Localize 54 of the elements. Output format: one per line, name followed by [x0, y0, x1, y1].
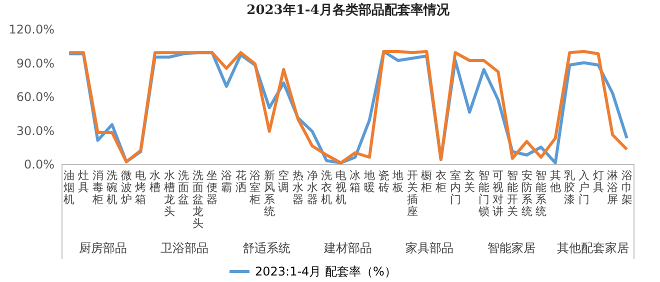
x-tick-label: 开关插座 — [406, 169, 418, 218]
x-tick-label: 浴室柜 — [248, 169, 261, 206]
x-tick-label: 冰箱 — [350, 169, 361, 194]
x-tick-label: 花洒 — [235, 169, 246, 194]
text: 建材部品 — [323, 241, 372, 255]
x-tick-label: 洗衣机 — [321, 169, 332, 206]
x-tick-label: 洗面盆龙头 — [192, 169, 204, 230]
x-tick-label: 油烟机 — [64, 169, 75, 206]
text: 其他配套家居 — [557, 241, 630, 255]
chart-title: 2023年1-4月各类部品配套率情况 — [246, 2, 450, 18]
legend-label: 2023:1-4月 配套率（%） — [255, 264, 396, 278]
x-tick-label: 玄关 — [464, 169, 476, 194]
x-tick-label: 微波炉 — [120, 169, 132, 206]
x-tick-label: 电烤箱 — [135, 169, 146, 206]
x-tick-label: 橱柜 — [420, 169, 432, 194]
y-tick-label: 60.0% — [16, 90, 54, 104]
x-tick-label: 瓷砖 — [377, 169, 390, 194]
x-tick-label: 电视机 — [335, 169, 346, 206]
x-tick-label: 智能开关 — [506, 169, 518, 218]
x-tick-label: 水槽 — [149, 169, 160, 194]
x-tick-label: 净水器 — [306, 169, 318, 206]
x-tick-label: 可视对讲 — [492, 169, 504, 218]
x-tick-label: 乳胶漆 — [564, 169, 576, 206]
text: 厨房部品 — [78, 241, 127, 255]
x-tick-label: 坐便器 — [206, 169, 218, 206]
x-tick-label: 浴霸 — [220, 169, 232, 194]
text: 卫浴部品 — [160, 241, 209, 255]
x-tick-label: 水槽龙头 — [164, 169, 175, 218]
x-tick-label: 其他 — [550, 169, 561, 194]
x-tick-label: 室内门 — [450, 169, 461, 206]
x-tick-label: 消毒柜 — [91, 169, 104, 206]
text: 智能家居 — [487, 241, 536, 255]
x-tick-label: 洗面盆 — [178, 169, 190, 206]
x-tick-label: 入户门 — [578, 169, 590, 206]
x-tick-label: 智能系统 — [536, 169, 547, 218]
x-tick-label: 安防系统 — [521, 169, 532, 218]
x-tick-label: 衣柜 — [434, 169, 446, 194]
x-tick-label: 新风系统 — [264, 169, 275, 218]
y-tick-label: 90.0% — [16, 56, 54, 70]
y-tick-label: 30.0% — [16, 124, 54, 138]
x-tick-label: 地板 — [392, 169, 404, 194]
x-tick-label: 地暖 — [362, 169, 375, 194]
x-tick-label: 浴巾架 — [621, 169, 632, 206]
x-tick-label: 灶具 — [78, 169, 89, 194]
x-tick-label: 淋浴屏 — [607, 169, 618, 206]
x-tick-label: 热水器 — [292, 169, 304, 206]
x-tick-label: 智能门锁 — [477, 169, 490, 218]
x-tick-label: 空调 — [278, 169, 290, 194]
text: 舒适系统 — [242, 241, 290, 255]
y-tick-label: 120.0% — [8, 22, 54, 36]
text: 家具部品 — [406, 241, 454, 255]
x-tick-label: 灯具 — [592, 169, 604, 194]
x-tick-label: 洗碗机 — [106, 169, 118, 206]
y-tick-label: 0.0% — [24, 158, 54, 172]
